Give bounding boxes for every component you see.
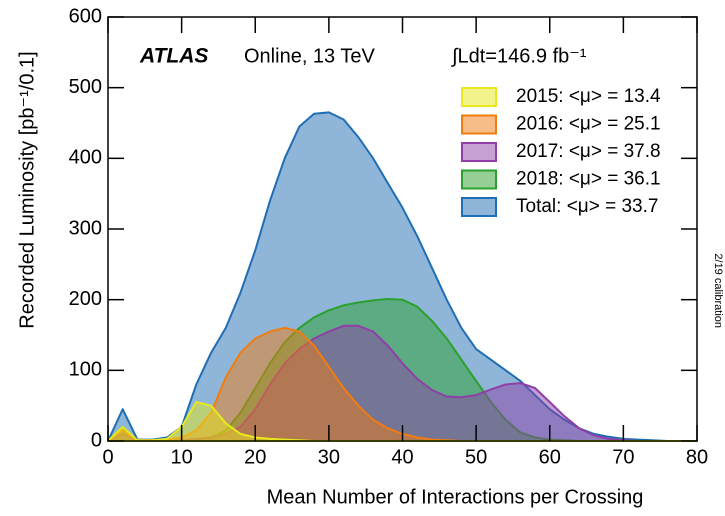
x-tick-label: 50	[465, 446, 487, 468]
x-tick-label: 30	[318, 446, 340, 468]
legend-swatch	[461, 87, 497, 107]
side-note: 2/19 calibration	[712, 253, 724, 328]
x-tick-label: 40	[391, 446, 413, 468]
x-tick-label: 80	[686, 446, 708, 468]
luminosity-label: ∫Ldt=146.9 fb⁻¹	[451, 45, 587, 67]
y-tick-label: 600	[69, 5, 102, 27]
y-tick-label: 500	[69, 76, 102, 98]
y-tick-label: 0	[91, 429, 102, 451]
x-tick-label: 70	[612, 446, 634, 468]
y-tick-label: 100	[69, 359, 102, 381]
y-tick-label: 200	[69, 288, 102, 310]
x-tick-label: 20	[244, 446, 266, 468]
x-axis-label: Mean Number of Interactions per Crossing	[267, 486, 644, 508]
x-tick-label: 0	[102, 446, 113, 468]
legend-swatch	[461, 169, 497, 190]
x-tick-label: 60	[539, 446, 561, 468]
legend-label: 2015: <μ> = 13.4	[516, 86, 661, 107]
y-tick-label: 300	[69, 217, 102, 239]
experiment-label: ATLAS	[139, 45, 208, 68]
legend-swatch	[461, 142, 497, 162]
y-tick-label: 400	[69, 147, 102, 169]
subtitle: Online, 13 TeV	[244, 45, 375, 67]
x-tick-label: 10	[171, 446, 193, 468]
legend-swatch	[461, 114, 497, 135]
y-axis-label: Recorded Luminosity [pb⁻¹/0.1]	[16, 51, 38, 328]
legend-label: Total: <μ> = 33.7	[516, 196, 658, 217]
legend-label: 2018: <μ> = 36.1	[516, 169, 661, 190]
legend-label: 2016: <μ> = 25.1	[516, 114, 661, 135]
legend-label: 2017: <μ> = 37.8	[516, 141, 661, 162]
legend-swatch	[461, 197, 497, 217]
